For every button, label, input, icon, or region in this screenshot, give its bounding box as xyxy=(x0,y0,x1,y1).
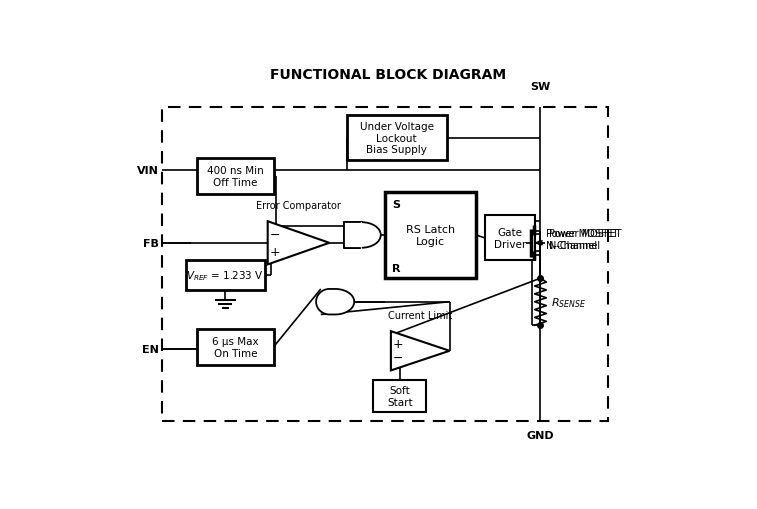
Text: 6 μs Max
On Time: 6 μs Max On Time xyxy=(212,336,259,358)
Bar xyxy=(162,108,608,421)
Text: GND: GND xyxy=(527,431,554,440)
Text: $R_{SENSE}$: $R_{SENSE}$ xyxy=(551,295,586,309)
Bar xyxy=(198,329,273,365)
Text: −: − xyxy=(269,228,280,241)
Text: $V_{REF}$ = 1.233 V: $V_{REF}$ = 1.233 V xyxy=(186,269,264,282)
Text: +: + xyxy=(269,245,280,259)
Bar xyxy=(198,159,273,194)
Text: S: S xyxy=(392,199,400,209)
Text: Gate
Driver: Gate Driver xyxy=(494,228,526,249)
Text: Power MOSFET
N-Channel: Power MOSFET N-Channel xyxy=(547,229,619,250)
Bar xyxy=(185,261,265,290)
Text: Current Limit: Current Limit xyxy=(388,311,453,321)
Text: FUNCTIONAL BLOCK DIAGRAM: FUNCTIONAL BLOCK DIAGRAM xyxy=(270,68,506,82)
Text: VIN: VIN xyxy=(137,166,159,176)
Bar xyxy=(344,223,362,248)
Text: R: R xyxy=(392,264,400,274)
Text: Under Voltage
Lockout
Bias Supply: Under Voltage Lockout Bias Supply xyxy=(360,122,434,155)
Text: Error Comparator: Error Comparator xyxy=(256,201,341,211)
Text: EN: EN xyxy=(142,344,159,354)
Text: RS Latch
Logic: RS Latch Logic xyxy=(406,224,455,246)
Text: FB: FB xyxy=(143,238,159,248)
Text: SW: SW xyxy=(531,81,550,92)
Polygon shape xyxy=(268,222,329,265)
Bar xyxy=(385,192,476,278)
Text: −: − xyxy=(393,352,403,364)
Text: +: + xyxy=(393,337,403,351)
Bar xyxy=(373,381,426,412)
Polygon shape xyxy=(391,331,450,371)
Text: Soft
Start: Soft Start xyxy=(387,385,413,407)
Bar xyxy=(484,216,534,261)
Polygon shape xyxy=(316,290,354,315)
Bar xyxy=(347,116,447,161)
Text: 400 ns Min
Off Time: 400 ns Min Off Time xyxy=(207,166,263,187)
Text: Power MOSFET
N-Channel: Power MOSFET N-Channel xyxy=(550,229,621,250)
